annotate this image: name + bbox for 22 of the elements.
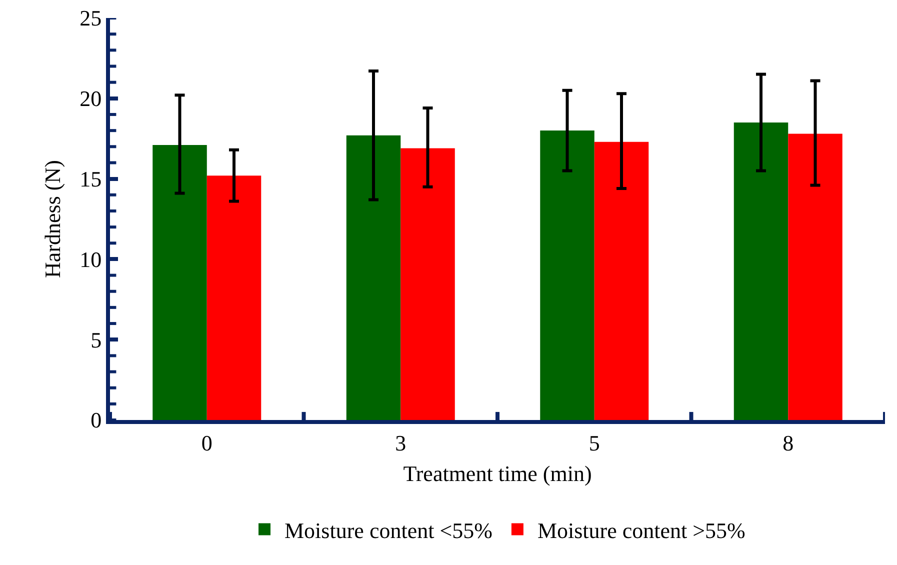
y-tick-label: 15 bbox=[80, 166, 102, 192]
y-tick-label: 10 bbox=[80, 246, 102, 272]
x-tick-label: 5 bbox=[588, 430, 600, 456]
bar bbox=[788, 134, 842, 420]
legend-label: Moisture content <55% bbox=[284, 518, 492, 543]
y-tick-label: 0 bbox=[90, 408, 102, 433]
bar bbox=[152, 145, 207, 420]
x-tick-label: 8 bbox=[782, 430, 794, 456]
x-tick-label: 3 bbox=[395, 430, 406, 456]
y-tick-label: 20 bbox=[80, 86, 102, 112]
bar bbox=[206, 176, 262, 420]
bar bbox=[540, 130, 594, 420]
legend-label: Moisture content >55% bbox=[537, 518, 746, 543]
y-axis-title: Hardness (N) bbox=[40, 160, 65, 278]
x-axis-title: Treatment time (min) bbox=[403, 460, 592, 486]
bar bbox=[594, 142, 649, 420]
bar bbox=[346, 135, 401, 420]
bar bbox=[400, 148, 455, 420]
bar bbox=[734, 122, 788, 420]
y-tick-label: 25 bbox=[80, 6, 102, 31]
y-tick-label: 5 bbox=[90, 327, 102, 352]
x-tick-label: 0 bbox=[201, 430, 212, 456]
